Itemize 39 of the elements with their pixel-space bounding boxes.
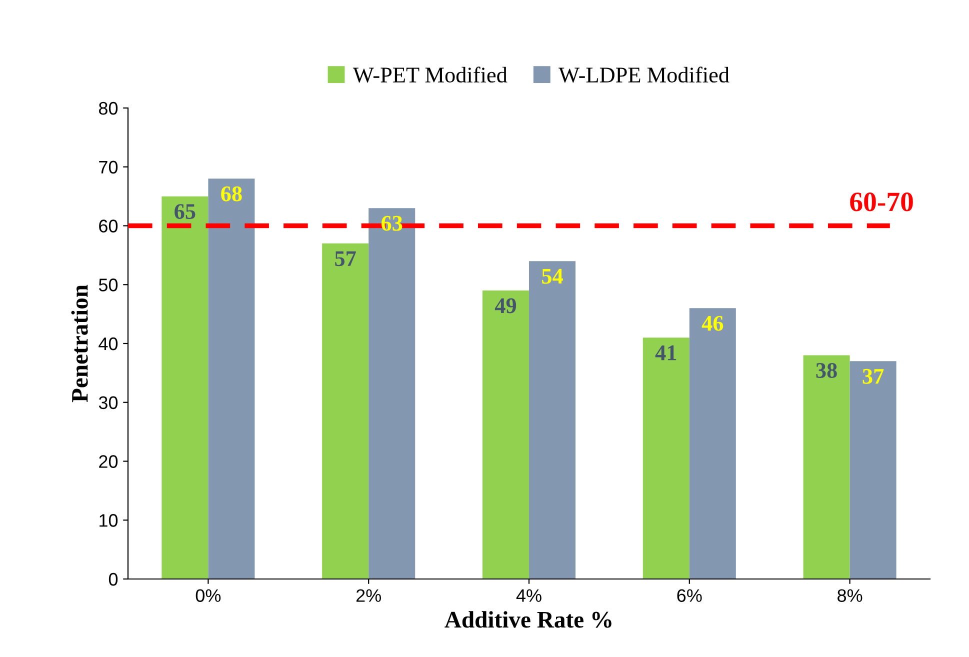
data-label: 57 bbox=[335, 251, 356, 266]
bar bbox=[482, 290, 529, 579]
y-tick-label: 50 bbox=[98, 278, 118, 292]
y-tick-label: 10 bbox=[100, 514, 118, 527]
bar bbox=[368, 208, 416, 579]
data-label: 49 bbox=[494, 298, 516, 314]
bar bbox=[322, 243, 369, 579]
data-label: 68 bbox=[221, 186, 242, 202]
bar bbox=[689, 308, 736, 579]
bar bbox=[850, 361, 896, 579]
legend-label: W-PET Modified bbox=[352, 66, 508, 83]
bar bbox=[162, 196, 208, 579]
y-tick-label: 40 bbox=[98, 337, 118, 350]
data-label: 46 bbox=[702, 316, 724, 331]
x-tick-label: 2% bbox=[356, 589, 382, 602]
bar bbox=[208, 178, 255, 579]
y-tick-label: 60 bbox=[99, 220, 118, 232]
x-tick-label: 8% bbox=[838, 589, 862, 602]
ref-line-label: 60-70 bbox=[850, 192, 913, 212]
bar bbox=[642, 338, 690, 579]
y-tick-label: 0 bbox=[108, 572, 118, 586]
data-label: 63 bbox=[382, 216, 402, 231]
y-tick-label: 80 bbox=[98, 102, 118, 115]
y-tick-label: 70 bbox=[99, 160, 118, 174]
bar bbox=[529, 261, 576, 579]
data-label: 37 bbox=[862, 368, 884, 384]
data-label: 38 bbox=[816, 362, 837, 378]
legend-label: W-LDPE Modified bbox=[558, 66, 730, 83]
y-axis-title: Penetration bbox=[71, 284, 88, 402]
data-label: 65 bbox=[174, 204, 196, 220]
x-tick-label: 6% bbox=[677, 589, 702, 602]
data-label: 41 bbox=[655, 345, 676, 360]
y-tick-label: 20 bbox=[99, 455, 118, 468]
x-tick-label: 4% bbox=[516, 589, 542, 602]
x-axis-title: Additive Rate % bbox=[444, 611, 612, 628]
x-tick-label: 0% bbox=[196, 589, 221, 602]
bar bbox=[803, 355, 850, 579]
y-tick-label: 30 bbox=[98, 396, 118, 410]
data-label: 54 bbox=[542, 268, 563, 284]
